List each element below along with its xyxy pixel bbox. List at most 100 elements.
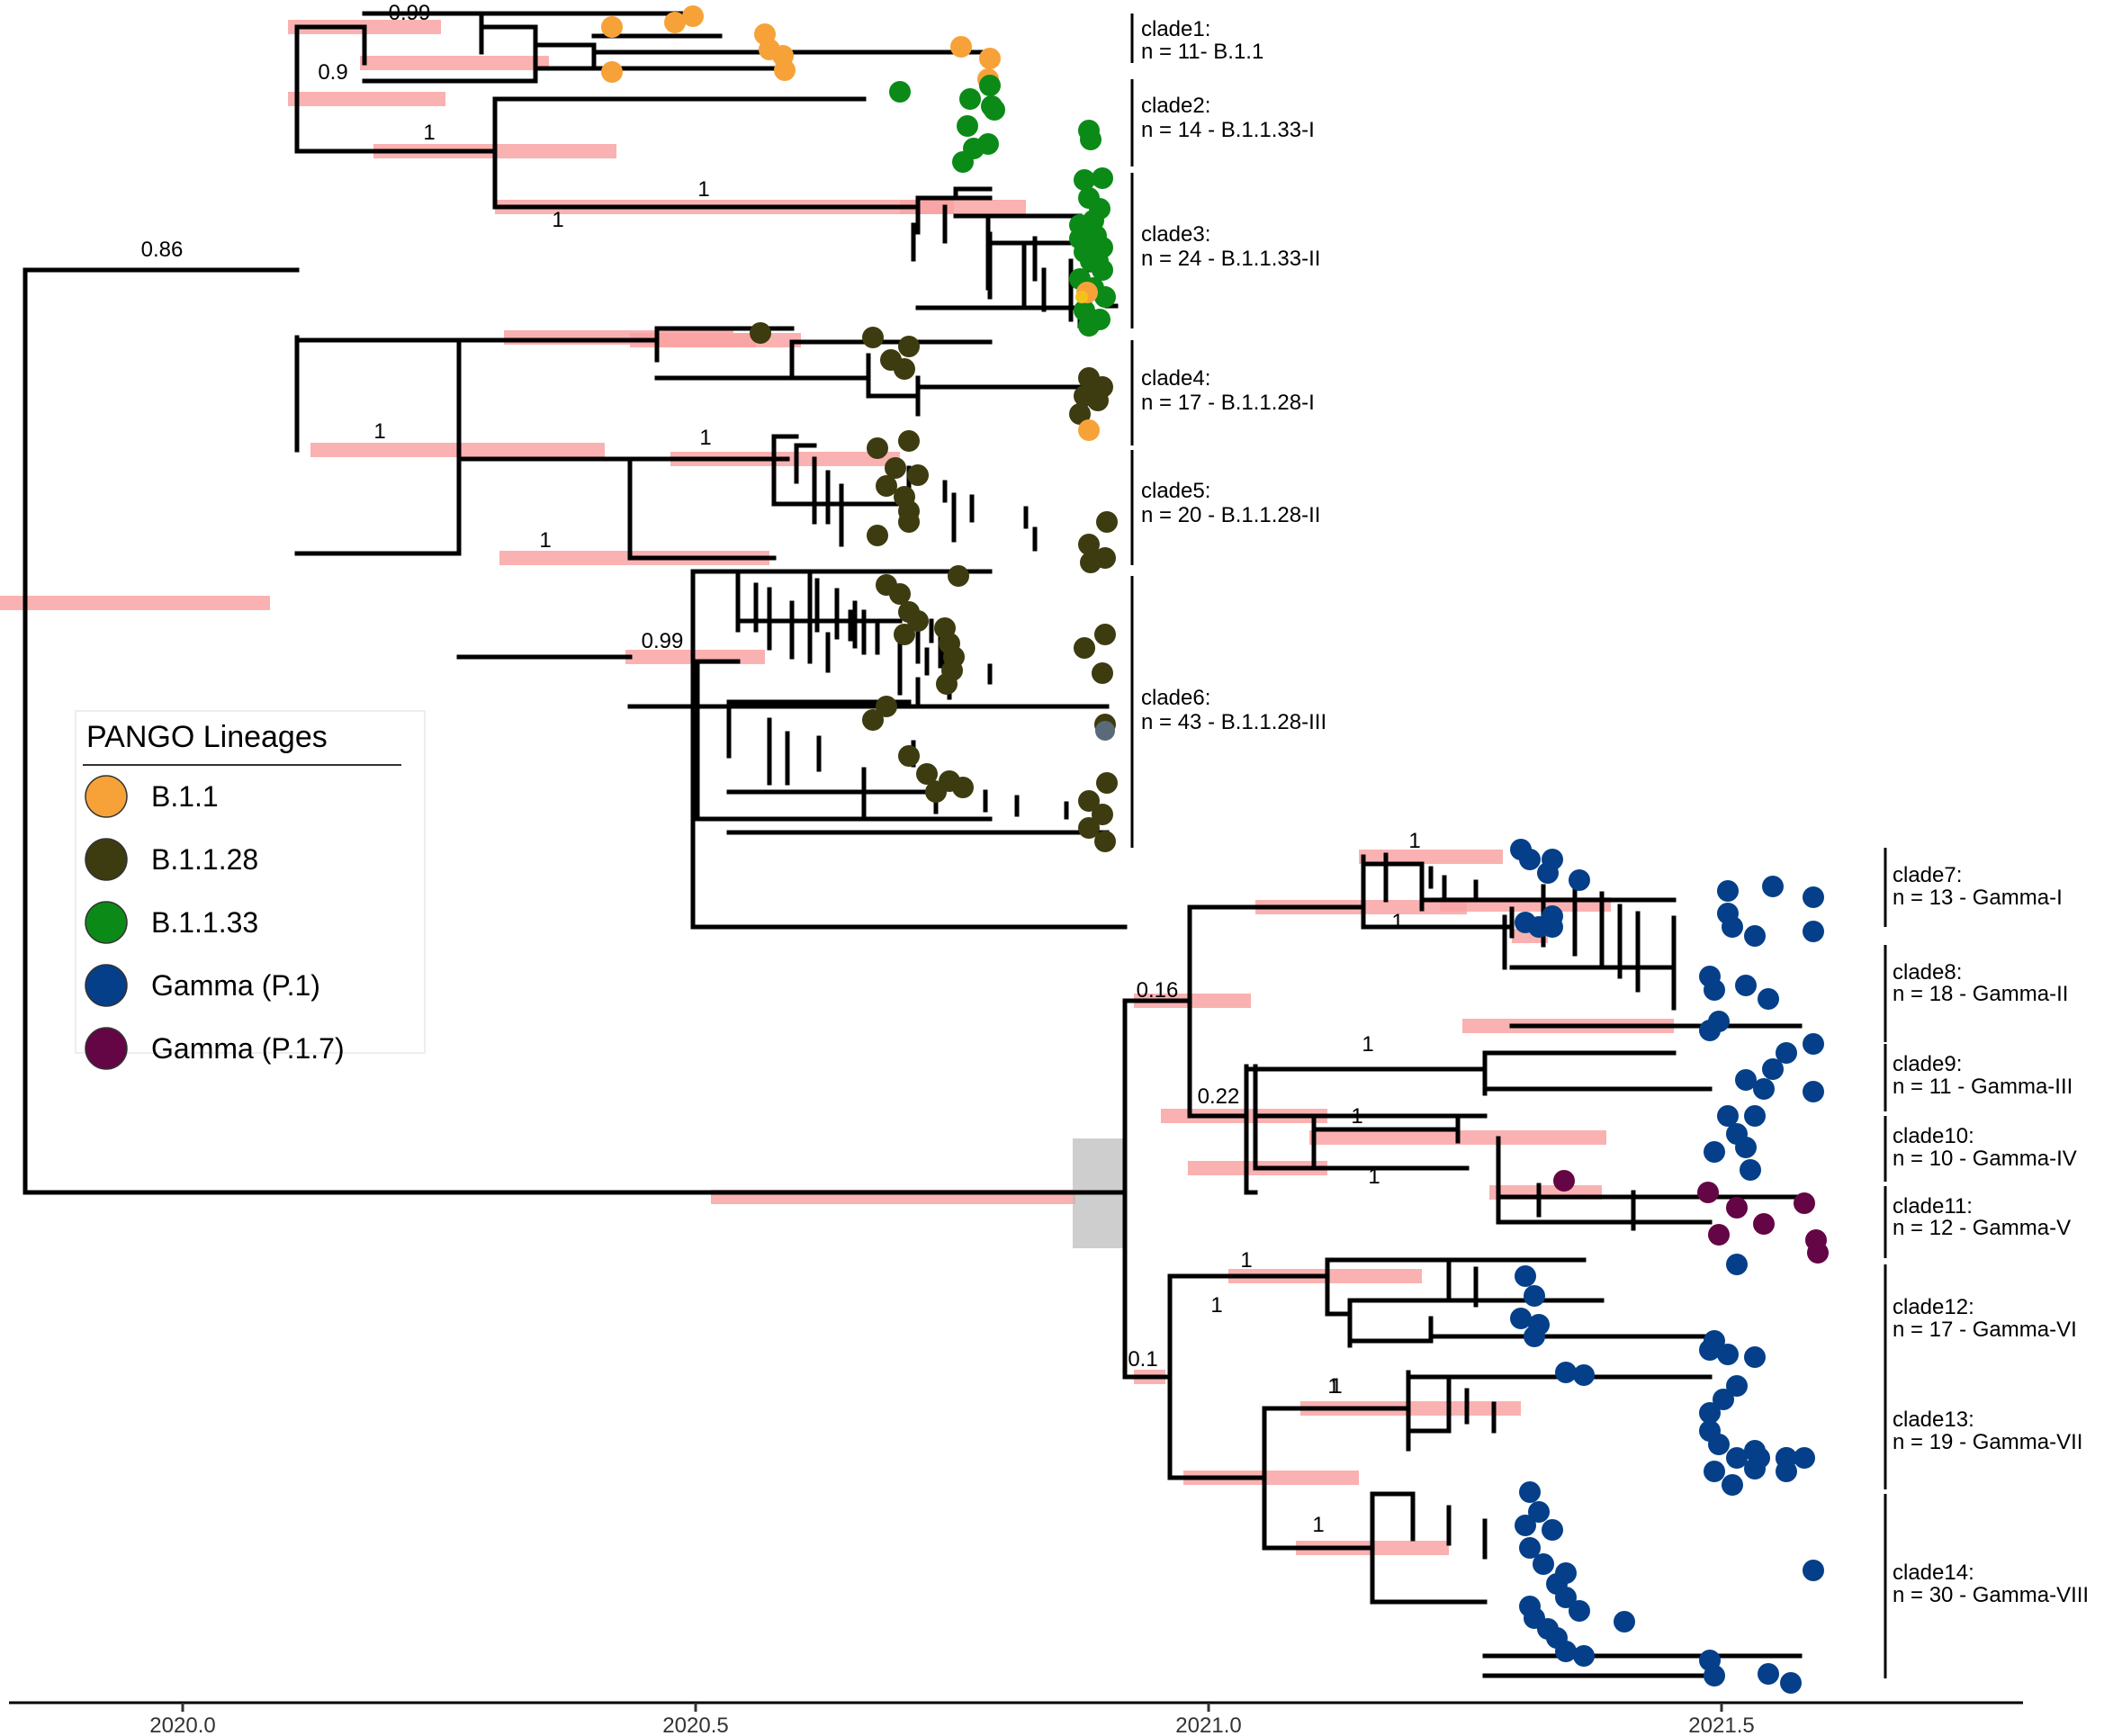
node-date-uncertainty-bars [0,20,1674,1555]
axis-tick-label-3: 2021.0 [1175,1714,1241,1736]
tip-86 [925,781,947,803]
tip-166 [1533,1553,1554,1575]
tip-64 [1080,552,1101,573]
tip-133 [1807,1242,1829,1264]
tip-98 [1762,876,1784,897]
tip-123 [1735,1137,1757,1158]
support-label-8: 1 [699,426,711,450]
uncertainty-bar-30 [657,333,756,347]
tip-59 [867,525,888,546]
clade-name-3: clade3: [1141,222,1210,247]
tip-83 [916,763,938,785]
uncertainty-bar-22 [1183,1471,1359,1485]
support-label-6: 1 [552,208,563,232]
tip-141 [1699,1339,1721,1361]
tip-162 [1528,1501,1550,1523]
tip-164 [1542,1519,1563,1541]
legend: PANGO Lineages B.1.1 B.1.1.28 B.1.1.33 Gamm… [75,710,426,1070]
tip-111 [1704,979,1725,1001]
clade-name-11: clade11: [1893,1194,1973,1219]
clade-name-2: clade2: [1141,94,1210,118]
legend-label-4: Gamma (P.1) [151,969,320,1002]
legend-label-3: B.1.1.33 [151,906,258,939]
tip-119 [1753,1078,1775,1100]
legend-swatch-5 [85,1027,128,1070]
clade-desc-7: n = 13 - Gamma-I [1893,886,2063,910]
uncertainty-bar-14 [1134,994,1251,1008]
support-label-13: 1 [1368,1165,1380,1189]
tip-55 [907,464,929,486]
clade-name-4: clade4: [1141,366,1210,391]
tip-3 [682,5,704,27]
tip-62 [1078,534,1100,555]
tip-76 [1094,624,1116,645]
tip-135 [1515,1265,1536,1287]
uncertainty-bar-29 [990,200,1026,214]
tip-7 [774,59,796,81]
tip-139 [1524,1326,1545,1347]
support-label-10: 0.99 [642,629,684,653]
tip-170 [1569,1600,1590,1622]
tip-13 [959,88,981,110]
clade-annotations: clade1:n = 11- B.1.1 clade2:n = 14 - B.1.… [1130,13,2089,1678]
clade-desc-5: n = 20 - B.1.1.28-II [1141,503,1320,527]
tip-169 [1555,1587,1577,1608]
tip-168 [1555,1562,1577,1584]
tip-87 [1096,772,1118,794]
tip-159 [1744,1458,1766,1480]
tip-107 [1542,916,1563,938]
tip-120 [1717,1105,1739,1127]
clade-name-6: clade6: [1141,686,1210,710]
tree-tips [601,5,1829,1694]
clade-desc-6: n = 43 - B.1.1.28-III [1141,710,1326,734]
tip-97 [1717,880,1739,902]
tip-150 [1708,1434,1730,1455]
tip-89 [1092,804,1113,825]
tip-43 [862,327,884,348]
legend-label-1: B.1.1 [151,780,219,813]
tip-11 [601,61,623,83]
support-label-2: 0.9 [318,60,347,85]
tip-110 [1758,988,1779,1010]
tip-16 [957,115,978,137]
tip-165 [1519,1537,1541,1559]
clade-name-1: clade1: [1141,17,1210,41]
support-label-19: 1 [1327,1374,1339,1399]
tip-99 [1803,886,1824,908]
tip-182 [1803,1560,1824,1581]
tip-65 [948,565,969,587]
support-label-22: 1 [1330,1374,1342,1399]
tip-178 [1704,1665,1725,1687]
axis-tick-label-4: 2021.5 [1688,1714,1754,1736]
axis-tick-label-2: 2020.5 [662,1714,728,1736]
clade-desc-14: n = 30 - Gamma-VIII [1893,1583,2089,1607]
tip-101 [1722,916,1743,938]
tip-77 [1074,637,1095,659]
tip-179 [1758,1663,1779,1685]
support-label-7: 1 [373,419,385,444]
tip-91 [1094,831,1116,852]
tip-176 [1573,1645,1595,1667]
support-label-4: 0.86 [141,238,184,262]
clade-desc-4: n = 17 - B.1.1.28-I [1141,391,1315,415]
tip-yellow [1075,291,1088,303]
tip-grey [1095,721,1115,741]
clade-desc-11: n = 12 - Gamma-V [1893,1216,2071,1240]
tip-151 [1726,1447,1748,1469]
support-label-15: 0.22 [1198,1084,1240,1109]
tip-109 [1735,975,1757,996]
legend-label-2: B.1.1.28 [151,843,258,876]
tip-1 [601,16,623,38]
uncertainty-bar-28 [900,200,954,214]
legend-swatch-1 [85,775,128,818]
tip-54 [885,457,906,479]
clade-desc-13: n = 19 - Gamma-VII [1893,1430,2082,1454]
tip-131 [1794,1192,1815,1214]
clade-name-9: clade9: [1893,1052,1962,1076]
tip-82 [898,745,920,767]
tip-75 [936,673,958,695]
clade-desc-9: n = 11 - Gamma-III [1893,1075,2073,1099]
tip-highlight-orange-2 [1078,419,1100,441]
